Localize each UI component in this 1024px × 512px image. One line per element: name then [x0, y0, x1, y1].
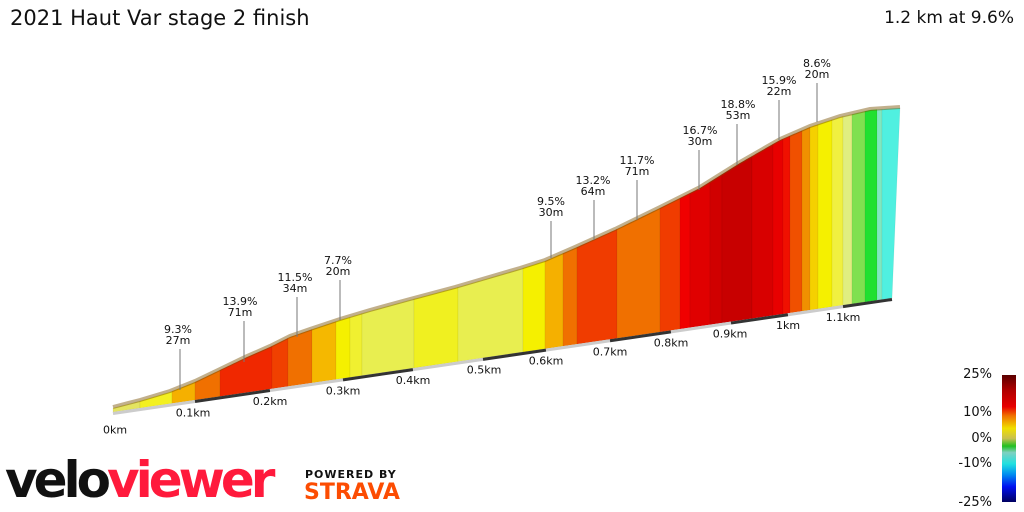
gradient-segment [659, 197, 681, 333]
gradient-segment [842, 113, 853, 306]
distance-bar-segment [670, 321, 732, 334]
x-tick-label: 0.9km [713, 328, 748, 341]
x-tick-label: 0.1km [176, 406, 211, 419]
distance-bar-segment [412, 357, 484, 372]
gradient-segment [831, 115, 844, 308]
annotation-length: 53m [726, 109, 751, 122]
annotation-length: 30m [688, 135, 713, 148]
x-tick-label: 0.4km [396, 374, 431, 387]
x-tick-label: 0.7km [593, 345, 628, 358]
annotation-grade: 9.5% [537, 195, 565, 208]
gradient-legend-bar [1002, 375, 1016, 502]
distance-bar-segment [194, 389, 271, 403]
x-tick-label: 1km [776, 319, 800, 332]
annotation-grade: 18.8% [721, 98, 756, 111]
strava-logo[interactable]: STRAVA [304, 480, 400, 505]
annotation-length: 71m [625, 165, 650, 178]
distance-bar-segment [112, 400, 196, 415]
gradient-segment [457, 267, 524, 362]
annotation-grade: 13.9% [223, 295, 258, 308]
legend-label: -25% [958, 495, 992, 510]
gradient-segment [689, 181, 711, 328]
gradient-segment [751, 143, 774, 319]
gradient-segment [801, 126, 811, 312]
distance-bar-segment [545, 339, 611, 352]
gradient-segment [287, 328, 313, 387]
annotation-grade: 7.7% [324, 254, 352, 267]
gradient-segment [851, 110, 866, 305]
powered-by-label: POWERED BY [305, 468, 397, 481]
annotation-length: 64m [581, 185, 606, 198]
x-tick-label: 0.8km [654, 336, 689, 349]
distance-bar-segment [787, 305, 844, 317]
gradient-segment [721, 155, 753, 324]
gradient-segment [413, 286, 459, 369]
annotation-grade: 11.7% [620, 154, 655, 167]
page-title: 2021 Haut Var stage 2 finish [10, 6, 310, 30]
gradient-segment [709, 173, 723, 325]
distance-bar-segment [342, 368, 414, 382]
gradient-segment [522, 260, 546, 353]
gradient-segment [679, 192, 691, 330]
annotation-length: 34m [283, 282, 308, 295]
gradient-segment [881, 107, 901, 300]
annotation-grade: 13.2% [576, 174, 611, 187]
legend-label: -10% [958, 456, 992, 471]
legend-label: 0% [971, 431, 992, 446]
veloviewer-logo[interactable]: veloviewer [5, 451, 275, 509]
annotation-grade: 11.5% [278, 271, 313, 284]
climb-summary: 1.2 km at 9.6% [884, 8, 1014, 28]
gradient-segment [562, 246, 578, 347]
annotation-grade: 9.3% [164, 323, 192, 336]
gradient-segment [219, 345, 273, 397]
annotation-length: 27m [166, 334, 191, 347]
distance-bar-segment [482, 348, 547, 361]
distance-bar-segment [609, 330, 672, 343]
gradient-segment [349, 312, 363, 378]
x-tick-label: 1.1km [826, 311, 861, 324]
annotation-length: 22m [767, 85, 792, 98]
distance-bar-segment [730, 313, 789, 325]
x-tick-label: 0.6km [529, 355, 564, 368]
annotation-length: 20m [805, 68, 830, 81]
gradient-segment [809, 123, 819, 311]
gradient-segment [335, 316, 351, 380]
gradient-segment [139, 390, 173, 409]
gradient-segment [789, 130, 803, 314]
x-tick-label: 0.3km [326, 384, 361, 397]
gradient-segment [544, 252, 564, 350]
annotation-length: 20m [326, 265, 351, 278]
gradient-segment [782, 135, 791, 315]
gradient-segment [361, 298, 415, 376]
distance-bar-segment [269, 378, 344, 393]
gradient-segment [772, 138, 784, 316]
distance-bar-segment [842, 298, 893, 309]
x-tick-label: 0km [103, 424, 127, 437]
annotation-grade: 8.6% [803, 57, 831, 70]
gradient-segment [576, 228, 618, 345]
gradient-segment [817, 119, 833, 310]
annotation-grade: 16.7% [683, 124, 718, 137]
annotation-length: 71m [228, 306, 253, 319]
legend-label: 10% [963, 405, 992, 420]
x-tick-label: 0.5km [467, 364, 502, 377]
legend-label: 25% [963, 367, 992, 382]
x-tick-label: 0.2km [253, 395, 288, 408]
gradient-segment [311, 320, 337, 384]
profile-top-edge [112, 105, 901, 409]
gradient-segment [864, 109, 878, 303]
annotation-length: 30m [539, 206, 564, 219]
annotation-grade: 15.9% [762, 74, 797, 87]
gradient-segment [616, 207, 661, 339]
gradient-segment [876, 108, 883, 301]
